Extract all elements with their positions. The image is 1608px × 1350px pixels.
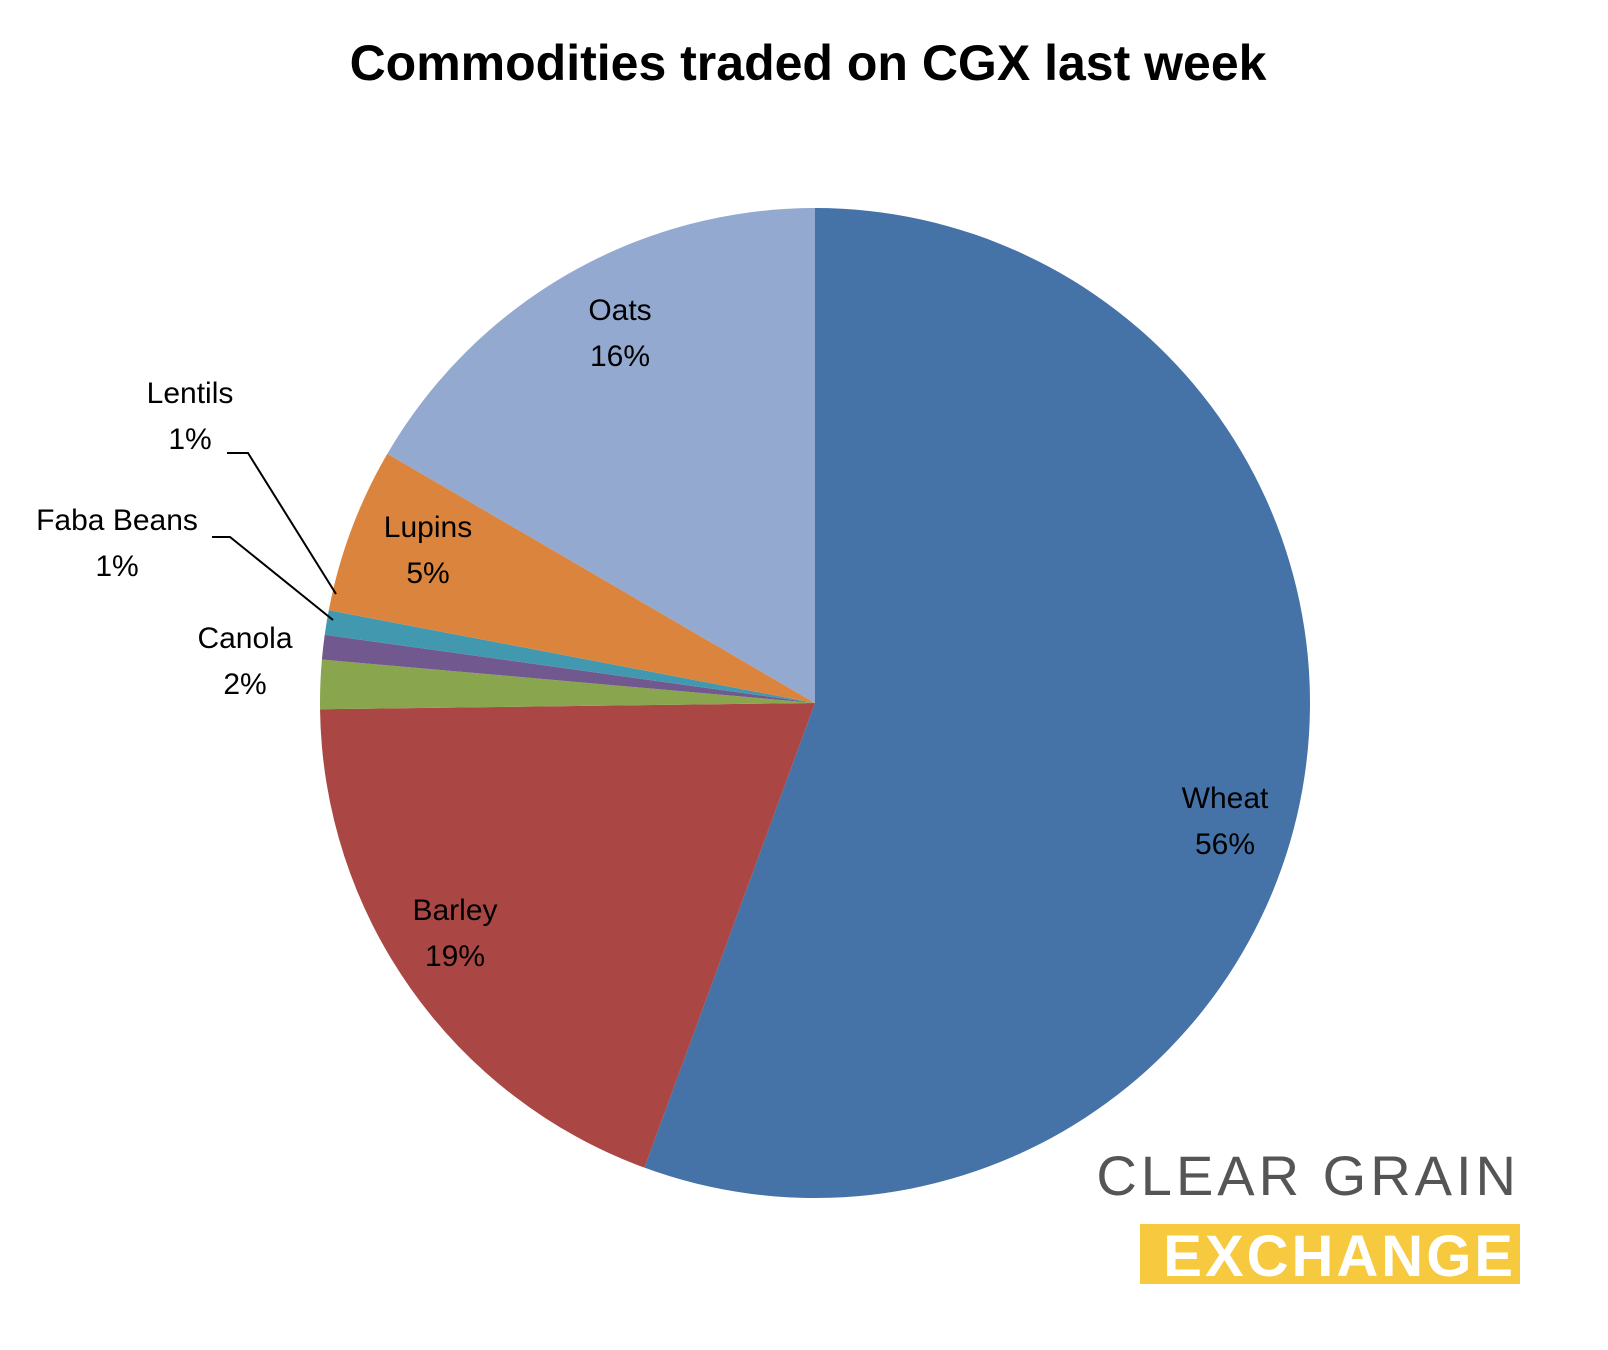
slice-percent-label: 56% — [1195, 828, 1255, 861]
slice-name-label: Lupins — [384, 511, 472, 544]
slice-faba-beans — [321, 634, 815, 703]
chart-title: Commodities traded on CGX last week — [350, 35, 1267, 91]
slice-name-label: Lentils — [147, 377, 234, 410]
slice-name-label: Barley — [412, 894, 497, 927]
slice-barley — [320, 703, 815, 1168]
slice-percent-label: 2% — [223, 668, 266, 701]
slice-wheat — [644, 208, 1310, 1198]
logo-line1: CLEAR GRAIN — [1096, 1144, 1520, 1207]
slice-percent-label: 5% — [406, 557, 449, 590]
slice-name-label: Faba Beans — [36, 504, 198, 537]
leader-line — [212, 536, 334, 621]
leader-lines — [212, 452, 337, 621]
slice-name-label: Wheat — [1182, 782, 1269, 815]
clear-grain-exchange-logo: CLEAR GRAIN EXCHANGE — [1096, 1144, 1520, 1289]
slice-canola — [320, 659, 815, 710]
slice-percent-label: 16% — [590, 340, 650, 373]
slice-lupins — [328, 453, 815, 703]
pie-slices — [320, 208, 1310, 1198]
logo-line2: EXCHANGE — [1163, 1224, 1516, 1289]
slice-labels: Wheat 56% Barley 19% Canola 2% Faba Beans 1% Len… — [36, 294, 1269, 973]
leader-line — [227, 452, 337, 595]
slice-percent-label: 1% — [95, 550, 138, 583]
slice-name-label: Oats — [588, 294, 651, 327]
slice-oats — [387, 208, 815, 703]
slice-percent-label: 19% — [425, 940, 485, 973]
slice-lentils — [324, 610, 815, 703]
slice-name-label: Canola — [197, 622, 292, 655]
slice-percent-label: 1% — [168, 423, 211, 456]
logo-yellow-band — [1140, 1224, 1520, 1284]
